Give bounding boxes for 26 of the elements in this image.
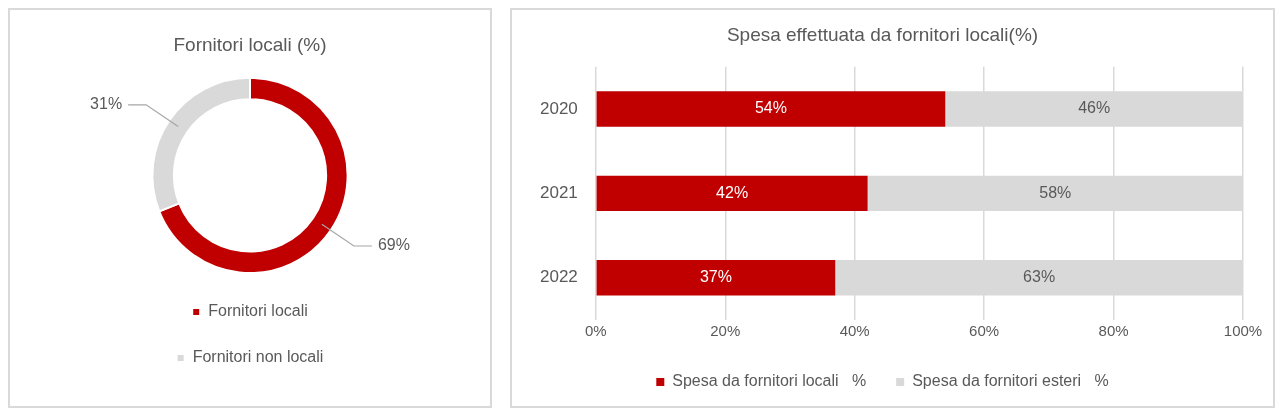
legend-label: Fornitori non locali	[192, 348, 324, 366]
y-tick-label: 2022	[539, 267, 578, 287]
legend-label: Spesa da fornitori esteri %	[912, 372, 1109, 390]
data-label: 37%	[699, 268, 732, 286]
x-tick-label: 20%	[710, 322, 741, 340]
bar	[596, 260, 836, 296]
x-tick-label: 100%	[1223, 322, 1263, 340]
bar	[596, 91, 946, 127]
chart-title: Fornitori locali (%)	[173, 33, 327, 55]
data-label: 46%	[1078, 99, 1111, 117]
data-label: 54%	[754, 99, 787, 117]
data-label: 69%	[377, 236, 410, 254]
bar	[596, 175, 868, 212]
x-tick-label: 0%	[584, 322, 607, 340]
legend-label: Spesa da fornitori locali %	[672, 372, 867, 390]
y-tick-label: 2021	[539, 183, 578, 203]
legend-label: Fornitori locali	[208, 302, 308, 320]
data-label: 58%	[1039, 183, 1072, 201]
data-label: 63%	[1023, 268, 1056, 286]
y-tick-label: 2020	[539, 98, 578, 118]
x-tick-label: 60%	[969, 322, 1000, 340]
data-label: 31%	[90, 95, 123, 113]
chart-title: Spesa effettuata da fornitori locali(%)	[726, 23, 1039, 45]
data-label: 42%	[716, 183, 749, 201]
x-tick-label: 80%	[1098, 322, 1129, 340]
x-tick-label: 40%	[839, 322, 870, 340]
